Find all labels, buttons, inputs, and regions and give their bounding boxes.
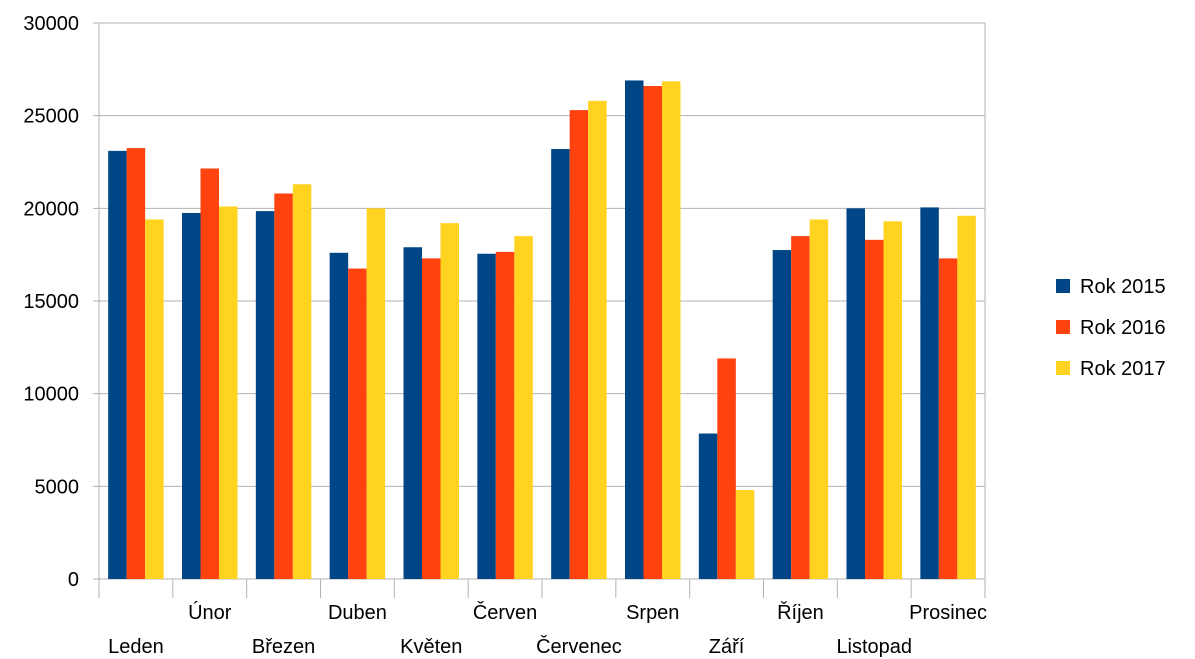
bar — [219, 206, 238, 580]
bar — [292, 184, 312, 580]
bar — [809, 219, 829, 579]
x-tick-label: Květen — [400, 636, 462, 658]
bar — [846, 208, 865, 580]
axes — [98, 23, 986, 598]
bar — [772, 250, 792, 580]
bar — [938, 258, 958, 579]
y-tick-label: 0 — [68, 569, 79, 591]
bar — [735, 490, 755, 579]
bar — [920, 207, 939, 579]
legend: Rok 2015 Rok 2016 Rok 2017 — [1056, 276, 1166, 380]
y-tick-label: 5000 — [35, 476, 80, 498]
y-tick-label: 30000 — [23, 13, 79, 35]
bar — [108, 150, 127, 579]
bar — [145, 219, 164, 579]
bars — [108, 80, 976, 580]
legend-label: Rok 2017 — [1080, 358, 1166, 380]
legend-swatch — [1056, 279, 1070, 293]
bar — [588, 100, 607, 579]
bar — [348, 268, 367, 579]
bar — [200, 168, 219, 579]
bar — [662, 81, 681, 579]
x-tick-label: Únor — [188, 601, 232, 624]
bar — [643, 86, 662, 579]
bar — [551, 149, 570, 579]
bar — [329, 252, 349, 579]
x-tick-label: Listopad — [836, 636, 912, 658]
y-tick-label: 15000 — [23, 291, 79, 313]
bar — [791, 236, 810, 579]
bar — [514, 236, 533, 579]
x-tick-label: Leden — [108, 636, 164, 658]
bar — [569, 110, 589, 580]
y-tick-label: 20000 — [23, 198, 79, 220]
x-tick-label: Červenec — [536, 635, 622, 658]
x-tick-label: Březen — [252, 636, 315, 658]
bar — [883, 221, 902, 579]
bar — [422, 258, 441, 579]
bar — [698, 433, 718, 579]
bar — [255, 211, 275, 579]
legend-swatch — [1056, 361, 1070, 375]
bar — [403, 247, 422, 579]
bar — [440, 223, 459, 579]
y-axis-ticks: 0 5000 10000 15000 20000 25000 30000 — [23, 13, 79, 591]
gridlines — [93, 22, 985, 580]
bar — [477, 253, 496, 580]
x-tick-label: Červen — [473, 601, 537, 624]
y-tick-label: 10000 — [23, 384, 79, 406]
legend-swatch — [1056, 320, 1070, 334]
bar — [625, 80, 644, 579]
x-tick-label: Duben — [328, 602, 387, 624]
bar — [957, 215, 976, 579]
bar — [717, 358, 736, 579]
bar — [274, 193, 293, 580]
x-tick-label: Září — [709, 636, 745, 658]
y-tick-label: 25000 — [23, 106, 79, 128]
x-tick-label: Prosinec — [909, 602, 987, 624]
bar — [495, 251, 515, 580]
x-axis-ticks: Leden Únor Březen Duben Květen Červen Červenec… — [108, 601, 987, 658]
bar — [126, 148, 146, 579]
bar — [865, 239, 884, 579]
bar — [182, 212, 201, 579]
x-tick-label: Srpen — [626, 602, 679, 624]
bar — [366, 208, 386, 580]
legend-label: Rok 2016 — [1080, 317, 1166, 339]
legend-label: Rok 2015 — [1080, 276, 1166, 298]
x-tick-label: Říjen — [777, 601, 824, 624]
